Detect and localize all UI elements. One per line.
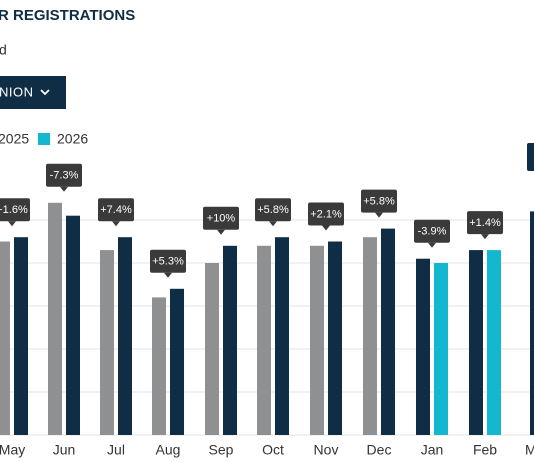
bar xyxy=(205,263,219,435)
x-tick-label: May xyxy=(0,442,25,458)
dropdown[interactable]: NION xyxy=(0,76,66,109)
change-tooltip-arrow xyxy=(428,242,436,248)
change-tooltip-arrow xyxy=(164,272,172,278)
change-label: +7.4% xyxy=(100,204,132,216)
x-tick-label: Jan xyxy=(421,442,444,458)
change-label: -7.3% xyxy=(50,170,79,182)
change-label: +5.8% xyxy=(257,204,289,216)
change-tooltip-arrow xyxy=(60,186,68,192)
bar xyxy=(100,250,114,435)
change-tooltip xyxy=(467,211,503,235)
bar xyxy=(469,250,483,435)
bar xyxy=(487,250,501,435)
change-tooltip-arrow xyxy=(217,229,225,235)
bar xyxy=(434,263,448,435)
chart-title: R REGISTRATIONS xyxy=(0,7,135,24)
bar xyxy=(152,297,166,435)
dropdown-box[interactable] xyxy=(0,76,66,109)
change-tooltip xyxy=(414,219,450,243)
bar xyxy=(118,237,132,435)
change-label: +5.8% xyxy=(363,196,395,208)
bar xyxy=(381,228,395,435)
x-tick-label: Dec xyxy=(367,442,392,458)
bar xyxy=(416,258,430,435)
bar xyxy=(363,237,377,435)
bar xyxy=(66,215,80,435)
change-label: +1.4% xyxy=(469,217,501,229)
change-tooltip-arrow xyxy=(375,212,383,218)
x-tick-label: Nov xyxy=(314,442,339,458)
bar xyxy=(275,237,289,435)
change-tooltip xyxy=(203,206,239,230)
change-label: +10% xyxy=(207,213,236,225)
change-tooltip xyxy=(150,249,186,273)
legend-label: 2025 xyxy=(0,131,29,147)
bar xyxy=(257,245,271,435)
bar xyxy=(310,245,324,435)
change-tooltip-arrow xyxy=(269,221,277,227)
change-tooltip-arrow xyxy=(322,225,330,231)
bar xyxy=(0,241,10,435)
x-tick-label: Oct xyxy=(262,442,284,458)
change-tooltip-arrow xyxy=(112,221,120,227)
dropdown-label[interactable]: NION xyxy=(0,84,34,99)
bar xyxy=(223,245,237,435)
x-tick-label: Jun xyxy=(53,442,76,458)
bar xyxy=(328,241,342,435)
x-tick-label: Sep xyxy=(209,442,234,458)
change-label: -3.9% xyxy=(418,226,447,238)
change-label: +2.1% xyxy=(310,208,342,220)
x-tick-label: Jul xyxy=(107,442,125,458)
change-label: +5.3% xyxy=(152,256,184,268)
change-tooltip-arrow xyxy=(8,221,16,227)
bar xyxy=(170,288,184,435)
bar xyxy=(48,202,62,435)
change-tooltip xyxy=(308,202,344,226)
change-tooltip xyxy=(361,189,397,213)
change-tooltip xyxy=(46,163,82,187)
chart-subtitle: d xyxy=(0,42,7,58)
x-tick-label: Aug xyxy=(156,442,181,458)
change-tooltip xyxy=(255,198,291,222)
change-tooltip xyxy=(0,198,30,222)
x-tick-label: Feb xyxy=(473,442,497,458)
legend-swatch xyxy=(38,133,50,145)
change-tooltip xyxy=(98,198,134,222)
x-tick-label: Mar xyxy=(525,442,534,458)
change-tooltip-arrow xyxy=(481,234,489,240)
tooltip-box xyxy=(527,143,534,171)
dropdown-chevron xyxy=(40,89,50,96)
change-label: +1.6% xyxy=(0,204,28,216)
bar xyxy=(14,237,28,435)
bar xyxy=(530,211,534,435)
legend-label: 2026 xyxy=(57,131,88,147)
